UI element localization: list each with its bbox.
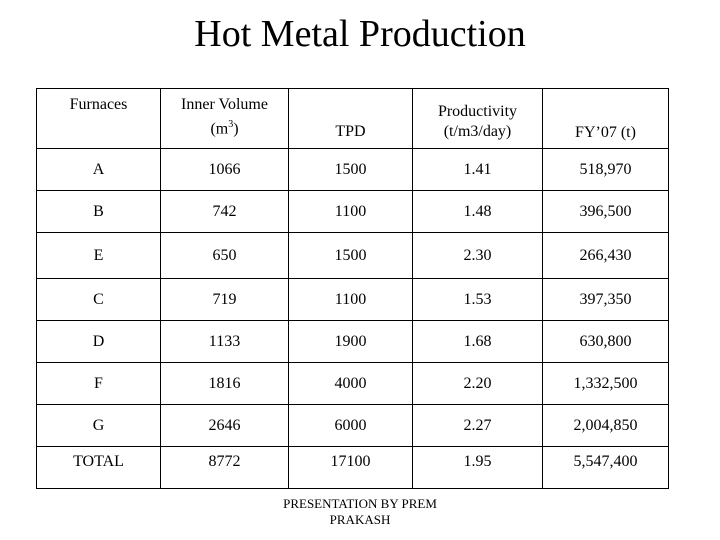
cell-tpd: 1900: [288, 320, 413, 363]
cell-furnace: G: [36, 404, 161, 447]
header-productivity-line2: (t/m3/day): [443, 123, 512, 140]
footer-credit-line1: PRESENTATION BY PREM: [283, 496, 437, 511]
cell-fy07: 1,332,500: [542, 362, 669, 405]
footer-credit: PRESENTATION BY PREM PRAKASH: [258, 496, 462, 528]
cell-productivity: 2.30: [412, 232, 543, 279]
production-table: Furnaces Inner Volume (m3) TPD Productiv…: [36, 88, 669, 489]
table-row: F 1816 4000 2.20 1,332,500: [36, 362, 669, 405]
cell-productivity: 1.68: [412, 320, 543, 363]
cell-tpd: 1500: [288, 232, 413, 279]
cell-inner-volume: 1066: [160, 148, 289, 191]
cell-tpd: 4000: [288, 362, 413, 405]
header-tpd: TPD: [288, 88, 413, 149]
cell-fy07: 396,500: [542, 190, 669, 233]
header-inner-volume-unit-suffix: ): [233, 120, 239, 138]
header-inner-volume: Inner Volume (m3): [160, 88, 289, 149]
cell-tpd: 1100: [288, 190, 413, 233]
footer-credit-line2: PRAKASH: [329, 512, 391, 527]
header-productivity-line1: Productivity: [437, 103, 518, 120]
cell-inner-volume: 1133: [160, 320, 289, 363]
cell-total-label: TOTAL: [36, 446, 161, 489]
cell-productivity: 2.27: [412, 404, 543, 447]
table-row: E 650 1500 2.30 266,430: [36, 232, 669, 279]
cell-furnace: B: [36, 190, 161, 233]
cell-total-fy07: 5,547,400: [542, 446, 669, 489]
header-inner-volume-unit-prefix: (m: [210, 120, 229, 138]
cell-total-inner-volume: 8772: [160, 446, 289, 489]
cell-inner-volume: 719: [160, 278, 289, 321]
table-row: D 1133 1900 1.68 630,800: [36, 320, 669, 363]
cell-fy07: 2,004,850: [542, 404, 669, 447]
table-total-row: TOTAL 8772 17100 1.95 5,547,400: [36, 446, 669, 489]
header-fy07: FY’07 (t): [542, 88, 669, 149]
cell-furnace: E: [36, 232, 161, 279]
cell-furnace: C: [36, 278, 161, 321]
cell-tpd: 1500: [288, 148, 413, 191]
cell-productivity: 1.53: [412, 278, 543, 321]
cell-furnace: D: [36, 320, 161, 363]
header-furnaces: Furnaces: [36, 88, 161, 149]
cell-productivity: 2.20: [412, 362, 543, 405]
header-productivity: Productivity (t/m3/day): [412, 88, 543, 149]
table-row: G 2646 6000 2.27 2,004,850: [36, 404, 669, 447]
table-row: B 742 1100 1.48 396,500: [36, 190, 669, 233]
cell-tpd: 6000: [288, 404, 413, 447]
table-row: A 1066 1500 1.41 518,970: [36, 148, 669, 191]
cell-total-tpd: 17100: [288, 446, 413, 489]
header-inner-volume-unit-superscript: 3: [228, 119, 234, 130]
cell-inner-volume: 650: [160, 232, 289, 279]
cell-fy07: 518,970: [542, 148, 669, 191]
cell-tpd: 1100: [288, 278, 413, 321]
cell-productivity: 1.41: [412, 148, 543, 191]
cell-total-productivity: 1.95: [412, 446, 543, 489]
table-header-row: Furnaces Inner Volume (m3) TPD Productiv…: [36, 88, 669, 149]
cell-inner-volume: 742: [160, 190, 289, 233]
cell-inner-volume: 2646: [160, 404, 289, 447]
table-row: C 719 1100 1.53 397,350: [36, 278, 669, 321]
slide-title: Hot Metal Production: [194, 13, 526, 55]
cell-productivity: 1.48: [412, 190, 543, 233]
cell-fy07: 630,800: [542, 320, 669, 363]
cell-fy07: 266,430: [542, 232, 669, 279]
cell-inner-volume: 1816: [160, 362, 289, 405]
header-inner-volume-line1: Inner Volume: [181, 96, 268, 113]
cell-furnace: F: [36, 362, 161, 405]
cell-furnace: A: [36, 148, 161, 191]
cell-fy07: 397,350: [542, 278, 669, 321]
